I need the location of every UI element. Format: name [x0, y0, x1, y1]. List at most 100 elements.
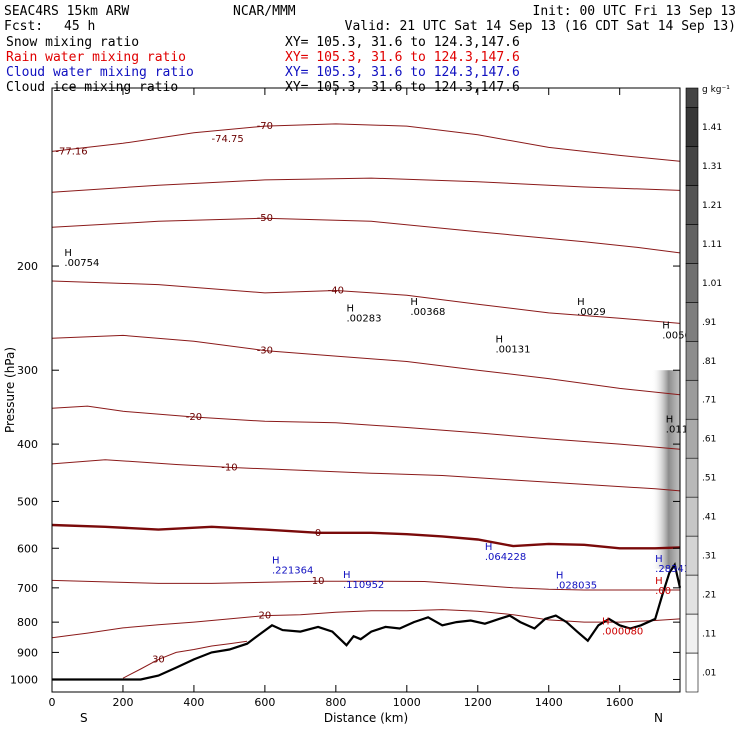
colorbar-label-2: .21 — [702, 591, 716, 601]
y-tick-label-7: 900 — [17, 646, 38, 659]
valid-time: Valid: 21 UTC Sat 14 Sep 13 (16 CDT Sat … — [345, 19, 736, 34]
temperature-contour-10 — [52, 579, 680, 591]
cloud_water_maxima-label-3: .028035 — [556, 581, 597, 592]
cloud_water_maxima-H-1: H — [343, 570, 351, 581]
x-tick-label-0: 0 — [49, 696, 56, 709]
colorbar-swatch-10 — [685, 263, 699, 303]
x-tick-label-3: 600 — [254, 696, 275, 709]
contour-label-6: -10 — [221, 462, 237, 473]
model-title: SEAC4RS 15km ARW — [4, 4, 129, 19]
colorbar-swatch-14 — [685, 107, 699, 147]
rain_water_maxima-H-0: H — [602, 617, 610, 628]
colorbar-swatch-5 — [685, 457, 699, 498]
rain_water_maxima-H-1: H — [655, 576, 663, 587]
temperature-contour-20 — [52, 609, 680, 639]
x-axis-label: Distance (km) — [324, 711, 408, 725]
x-tick-label-5: 1000 — [393, 696, 421, 709]
field-xy-2: XY= 105.3, 31.6 to 124.3,147.6 — [285, 65, 520, 80]
colorbar-label-3: .31 — [702, 552, 716, 562]
cloud_ice_maxima-H-1: H — [346, 303, 354, 314]
field-xy-0: XY= 105.3, 31.6 to 124.3,147.6 — [285, 35, 520, 50]
colorbar-swatch-2 — [685, 574, 699, 615]
fcst-label: Fcst: — [4, 19, 43, 34]
contour-label-5: -20 — [186, 412, 202, 423]
colorbar-top-swatch — [685, 87, 699, 108]
temperature-contour-m20 — [52, 405, 680, 450]
plot-frame — [51, 87, 681, 693]
cloud_water_maxima-label-2: .064228 — [485, 552, 526, 563]
field-xy-1: XY= 105.3, 31.6 to 124.3,147.6 — [285, 50, 520, 65]
colorbar-swatch-12 — [685, 185, 699, 225]
colorbar-label-4: .41 — [702, 513, 716, 523]
fcst-value: 45 h — [64, 19, 95, 34]
temperature-contour-m60 — [52, 177, 680, 193]
colorbar-swatch-6 — [685, 418, 699, 459]
x-tick-label-4: 800 — [325, 696, 346, 709]
cloud_ice_maxima-H-5: H — [662, 320, 670, 331]
cloud_ice_maxima-label-2: .00368 — [410, 307, 445, 318]
rain_water_maxima-label-1: .00 — [655, 586, 671, 597]
cloud_ice_maxima-label-3: .00131 — [496, 344, 531, 355]
contour-layer — [52, 123, 680, 679]
axes: 0 200 400 600 800 1000 1200 1400 160020030040050… — [10, 88, 680, 709]
cloud_water_maxima-H-2: H — [485, 542, 493, 553]
south-label: S — [80, 711, 88, 725]
colorbar-label-11: 1.11 — [702, 240, 722, 250]
colorbar-swatch-9 — [685, 302, 699, 342]
rain_water_maxima-label-0: .000080 — [602, 627, 643, 638]
contour-label-8: 10 — [312, 576, 325, 587]
ice-shading — [651, 370, 680, 569]
maxima-labels: -70-50-40-30-20-100102030H.00754H.00283H… — [55, 121, 697, 665]
extreme-label-0: -77.16 — [55, 146, 87, 157]
temperature-contour-30 — [122, 640, 248, 679]
init-time: Init: 00 UTC Fri 13 Sep 13 — [533, 4, 737, 19]
y-tick-label-3: 500 — [17, 495, 38, 508]
extreme-label-1: -74.75 — [212, 134, 244, 145]
temperature-contour-m70 — [52, 123, 680, 162]
contour-label-7: 0 — [315, 528, 321, 539]
temperature-contour-m50 — [52, 217, 680, 254]
cloud_ice_maxima-H-3: H — [496, 334, 504, 345]
colorbar-swatch-0 — [685, 652, 699, 693]
cloud_water_maxima-label-1: .110952 — [343, 580, 384, 591]
temperature-contour-m10 — [52, 459, 680, 492]
cloud_water_maxima-H-3: H — [556, 571, 564, 582]
temperature-contour-m30 — [52, 334, 680, 396]
colorbar-label-14: 1.41 — [702, 123, 722, 133]
org-title: NCAR/MMM — [233, 4, 296, 19]
colorbar-swatch-8 — [685, 340, 699, 381]
colorbar-label-8: .81 — [702, 357, 716, 367]
cloud_water_maxima-label-0: .221364 — [272, 566, 313, 577]
contour-label-4: -30 — [257, 346, 273, 357]
contour-label-9: 20 — [259, 611, 272, 622]
terrain-layer — [52, 562, 682, 681]
header: SEAC4RS 15km ARW NCAR/MMM Init: 00 UTC F… — [4, 4, 736, 95]
contour-label-10: 30 — [152, 654, 165, 665]
contour-label-0: -70 — [257, 121, 273, 132]
y-tick-label-8: 1000 — [10, 673, 38, 686]
colorbar-swatch-3 — [685, 535, 699, 576]
contour-label-2: -50 — [257, 213, 273, 224]
contour-label-3: -40 — [328, 286, 344, 297]
colorbar-label-6: .61 — [702, 435, 716, 445]
cloud_water_maxima-label-4: .28341 — [655, 564, 690, 575]
x-tick-label-8: 1600 — [606, 696, 634, 709]
cloud_ice_maxima-H-4: H — [577, 297, 585, 308]
north-label: N — [654, 711, 663, 725]
cloud_ice_maxima-label-4: .0029 — [577, 307, 606, 318]
y-axis-label: Pressure (hPa) — [3, 347, 17, 433]
x-tick-label-2: 400 — [183, 696, 204, 709]
y-tick-label-6: 800 — [17, 616, 38, 629]
field-name-1: Rain water mixing ratio — [6, 50, 186, 65]
colorbar-swatch-1 — [685, 613, 699, 654]
colorbar-label-10: 1.01 — [702, 279, 722, 289]
field-name-0: Snow mixing ratio — [6, 35, 139, 50]
cloud_ice_maxima-label-0: .00754 — [64, 258, 99, 269]
colorbar-swatch-7 — [685, 379, 699, 420]
terrain-line — [52, 562, 682, 681]
colorbar-unit: g kg⁻¹ — [702, 85, 730, 95]
cloud_ice_maxima-H-2: H — [410, 297, 418, 308]
colorbar-label-5: .51 — [702, 474, 716, 484]
colorbar: g kg⁻¹ .01 .11 .21 .31 .41 .51 .61 .71 .81 .91 1.0… — [685, 85, 730, 693]
